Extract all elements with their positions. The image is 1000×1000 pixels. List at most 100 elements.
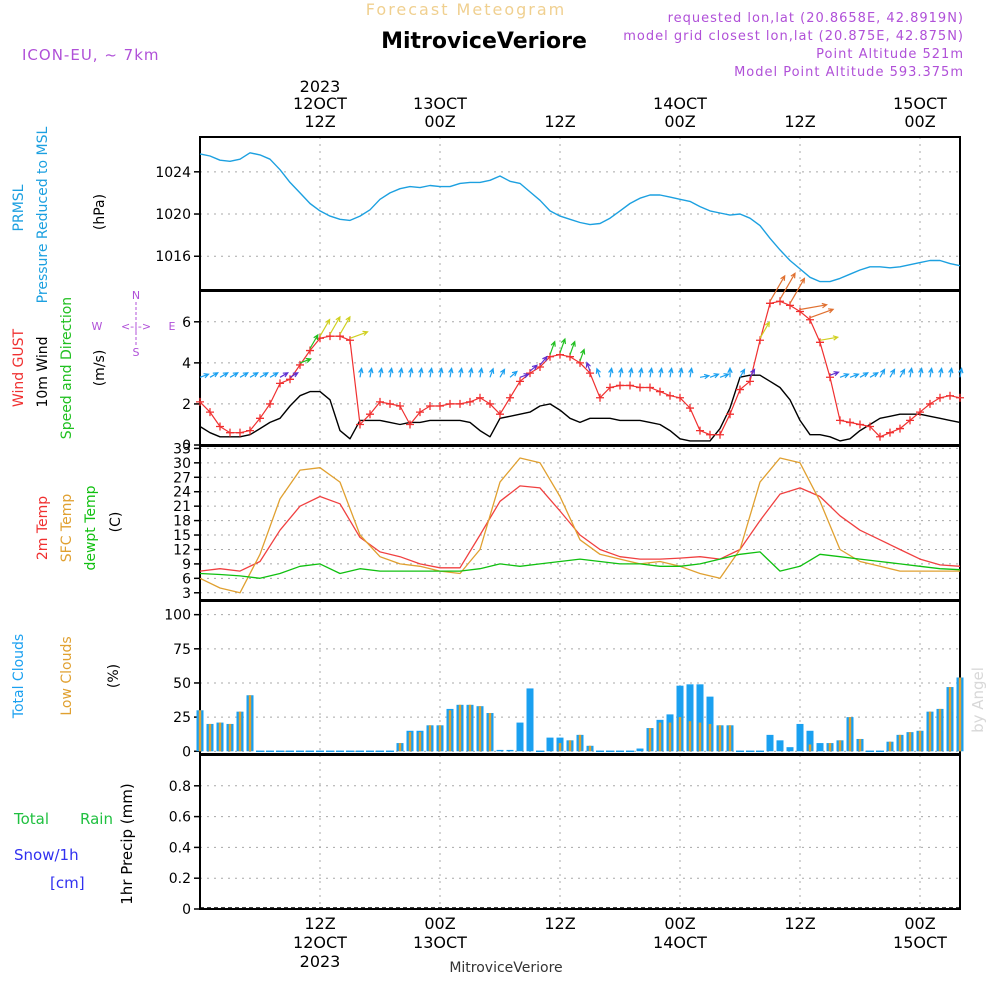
gust-marker: [686, 404, 694, 413]
wind-direction-arrow: [549, 340, 556, 355]
total-cloud-bar: [506, 749, 514, 752]
wind-direction-arrow: [378, 367, 384, 378]
low-cloud-bar: [208, 723, 212, 752]
gust-marker: [876, 432, 884, 441]
y-tick-label: 25: [173, 710, 191, 726]
gust-marker: [226, 428, 234, 437]
gust-marker: [376, 397, 384, 406]
label-speed-direction: Speed and Direction: [59, 297, 75, 439]
compass-rose: N S W E <-|->: [92, 289, 176, 359]
compass-s: S: [133, 346, 140, 359]
wind-direction-arrow: [209, 372, 220, 378]
low-cloud-bar: [838, 740, 842, 752]
y-tick-label: 0.2: [169, 871, 191, 887]
gust-marker: [476, 393, 484, 402]
watermark: by Angel: [969, 667, 987, 733]
gust-marker: [286, 375, 294, 384]
wind-direction-arrow: [509, 370, 518, 378]
label-prmsl: PRMSL: [11, 184, 27, 231]
wind-direction-arrow: [418, 367, 424, 378]
plots: 1016102010240246369121518212427303302550…: [155, 77, 964, 971]
wind-direction-arrow: [289, 372, 300, 378]
gust-marker: [926, 399, 934, 408]
gust-marker: [386, 399, 394, 408]
wind-direction-arrow: [849, 373, 860, 379]
compass-e: E: [169, 320, 176, 333]
model-label: ICON-EU, ~ 7km: [22, 46, 160, 64]
wind-direction-arrow: [699, 373, 711, 380]
wind-direction-arrow: [428, 367, 434, 378]
wind-direction-arrow: [438, 367, 444, 378]
gust-marker: [936, 393, 944, 402]
panel-wind: 0 2 4 6: [182, 290, 961, 454]
wind-direction-arrow: [468, 367, 474, 378]
label-low-clouds: Low Clouds: [59, 636, 75, 715]
total-cloud-bar: [636, 748, 644, 752]
wind-direction-arrow: [608, 367, 614, 378]
wind-direction-arrow: [749, 368, 756, 378]
top-z-label: 00Z: [424, 112, 455, 131]
gust-marker: [446, 399, 454, 408]
label-sfc-temp: SFC Temp: [59, 494, 75, 563]
top-z-label: 12Z: [544, 112, 575, 131]
gust-marker: [206, 408, 214, 417]
wind-direction-arrow: [398, 367, 404, 378]
gust-marker: [436, 401, 444, 410]
wind-direction-arrow: [368, 367, 374, 378]
low-cloud-bar: [678, 717, 682, 752]
gust-marker: [666, 391, 674, 400]
gust-marker: [516, 377, 524, 386]
total-cloud-bar: [696, 684, 704, 752]
unit-ms: (m/s): [92, 350, 108, 387]
wind-direction-arrow: [559, 337, 566, 353]
low-cloud-bar: [708, 723, 712, 752]
low-cloud-bar: [698, 722, 702, 752]
low-cloud-bar: [658, 722, 662, 752]
panel-frame: [199, 136, 961, 291]
wind-direction-arrow: [388, 367, 394, 378]
gust-marker: [416, 408, 424, 417]
wind-direction-arrow: [478, 367, 484, 378]
y-tick-label: 0.4: [169, 840, 191, 856]
wind-direction-arrow: [309, 333, 319, 349]
wind-direction-arrow: [595, 367, 601, 378]
low-cloud-bar: [228, 723, 232, 752]
gust-marker: [596, 393, 604, 402]
y-tick-label: 1020: [155, 207, 191, 223]
gust-marker: [506, 393, 514, 402]
wind-direction-arrow: [628, 367, 634, 378]
bottom-location: MitroviceVeriore: [449, 960, 562, 976]
low-cloud-bar: [218, 722, 222, 752]
gust-marker: [696, 426, 704, 435]
wind-direction-arrow: [408, 367, 414, 378]
compass-w: W: [92, 320, 103, 333]
total-cloud-bar: [686, 684, 694, 752]
y-tick-label: 1024: [155, 165, 191, 181]
wind-direction-arrow: [928, 367, 934, 378]
gust-marker: [906, 416, 914, 425]
y-tick-label: 100: [164, 608, 191, 624]
gust-marker: [716, 430, 724, 439]
wind-direction-arrow: [958, 367, 964, 378]
y-tick-label: 50: [173, 676, 191, 692]
gust-marker: [736, 385, 744, 394]
bottom-z-label: 00Z: [904, 914, 935, 933]
unit-percent: (%): [106, 664, 122, 688]
wind-direction-arrow: [299, 357, 312, 364]
gust-marker: [796, 307, 804, 316]
wind-direction-arrow: [938, 367, 944, 378]
label-2m-temp: 2m Temp: [35, 496, 51, 560]
gust-marker: [746, 377, 754, 386]
gust-marker: [616, 381, 624, 390]
gust-marker: [916, 408, 924, 417]
gust-marker: [486, 399, 494, 408]
low-cloud-bar: [728, 725, 732, 752]
wind-direction-arrow: [529, 364, 538, 372]
low-cloud-bar: [928, 711, 932, 752]
y-tick-label: 12: [173, 542, 191, 558]
low-cloud-bar: [948, 687, 952, 752]
wind-direction-arrow: [739, 368, 746, 378]
y-tick-label: 1016: [155, 249, 191, 265]
bottom-z-label: 00Z: [424, 914, 455, 933]
y-tick-label: 2: [182, 397, 191, 413]
